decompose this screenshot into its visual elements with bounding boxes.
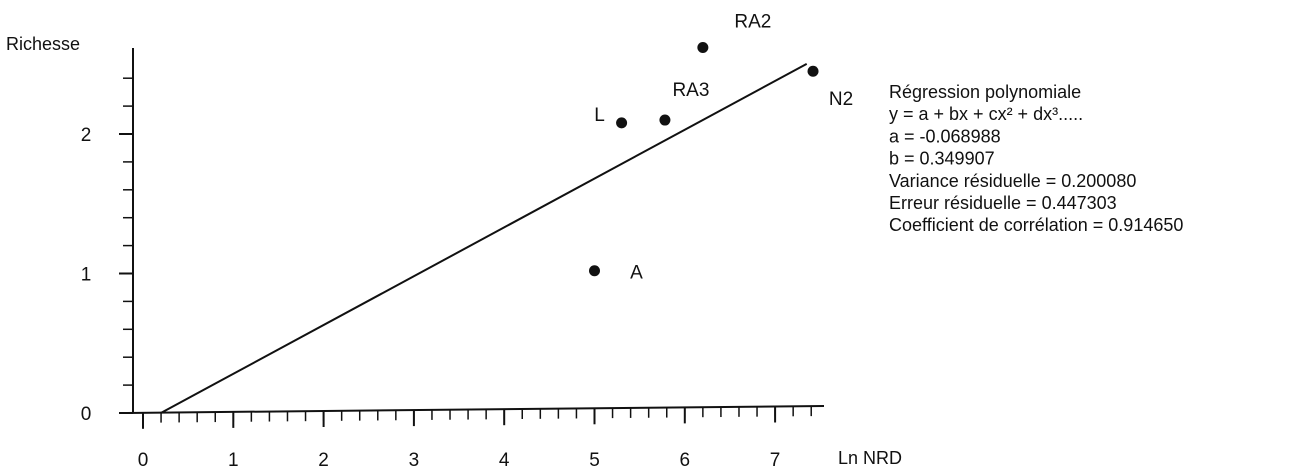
data-point [616,117,628,129]
y-minor-ticks [123,77,133,386]
x-tick-label: 3 [409,450,420,471]
x-axis-title: Ln NRD [838,448,902,468]
y-axis-title: Richesse [6,34,80,54]
x-tick-label: 5 [589,450,600,471]
y-tick-label: 0 [81,404,92,425]
x-ticks: 0 1 2 3 4 5 6 7 [138,406,781,471]
x-tick-label: 1 [228,450,239,471]
annotation-line: Erreur résiduelle = 0.447303 [889,193,1117,213]
data-points: L RA3 RA2 N2 A [589,12,853,284]
annotation-line: a = -0.068988 [889,126,1001,146]
y-tick-label: 1 [81,265,92,286]
x-axis [122,405,825,414]
data-point [697,42,709,54]
point-label: RA3 [672,80,709,101]
regression-line [160,62,808,414]
annotation-line: b = 0.349907 [889,149,995,169]
y-tick-label: 2 [81,125,92,146]
x-tick-label: 4 [499,450,510,471]
annotation-line: Coefficient de corrélation = 0.914650 [889,215,1183,235]
chart-axes: 0 1 2 3 4 5 6 7 0 1 2 [81,48,825,471]
y-ticks: 0 1 2 [81,125,133,425]
annotation-line: y = a + bx + cx² + dx³..... [889,104,1083,124]
x-tick-label: 6 [680,450,691,471]
x-tick-label: 2 [318,450,329,471]
data-point [659,114,671,126]
point-label: N2 [829,89,853,110]
point-label: A [630,263,643,284]
point-label: L [594,105,605,126]
annotation-line: Régression polynomiale [889,82,1081,102]
data-point [807,65,819,77]
x-tick-label: 7 [770,450,781,471]
annotation-line: Variance résiduelle = 0.200080 [889,171,1136,191]
data-point [589,265,600,277]
point-label: RA2 [734,12,771,33]
x-tick-label: 0 [138,450,149,471]
